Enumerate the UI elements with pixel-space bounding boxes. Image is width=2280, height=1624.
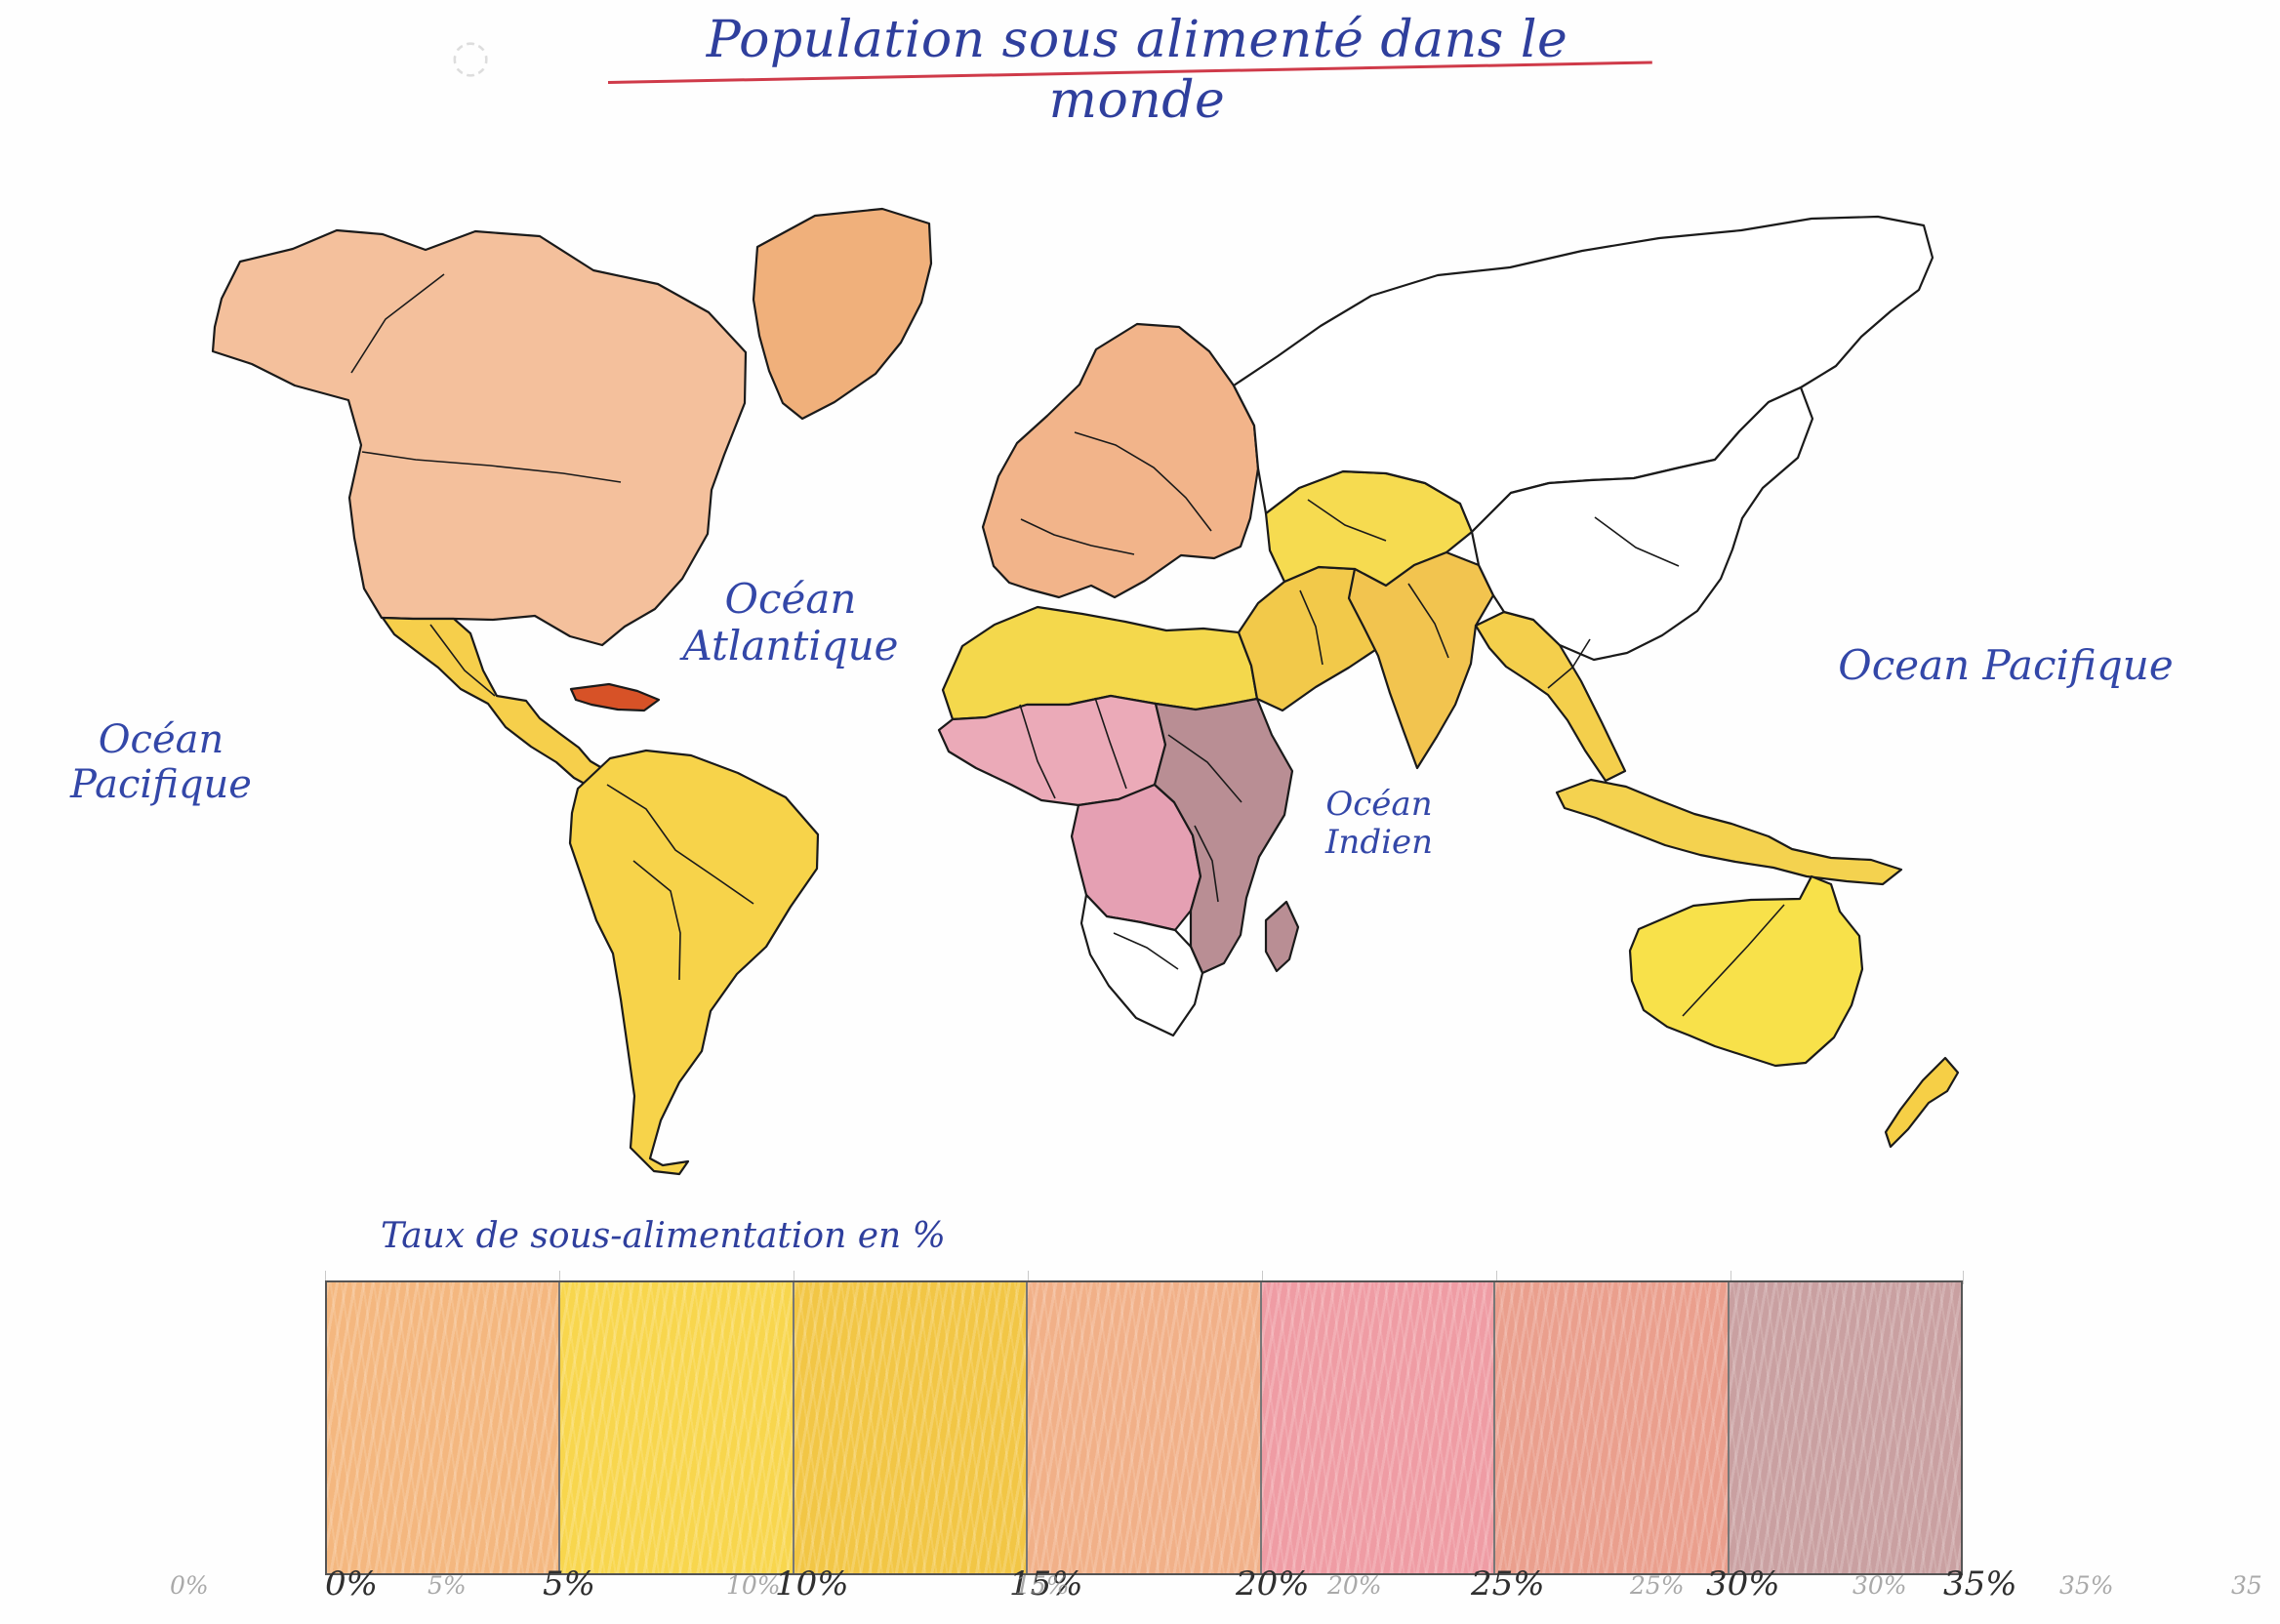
scratch-label: 30% <box>1852 1571 1907 1600</box>
label-ocean-atlantic-line1: Océan <box>724 575 857 623</box>
legend-tick-labels: 0% 5% 10% 15% 20% 25% 30% 35% 0% 5% 10% … <box>0 1564 2280 1623</box>
label-ocean-atlantic-line2: Atlantique <box>682 622 899 670</box>
region-north-america <box>211 228 748 647</box>
erased-pencil-text: ◌ <box>451 29 491 82</box>
region-south-america <box>568 749 820 1176</box>
legend-guide-tick <box>1730 1271 1731 1284</box>
region-madagascar <box>1264 900 1300 973</box>
scratch-label: 5% <box>428 1571 467 1600</box>
label-ocean-atlantic: Océan Atlantique <box>673 575 908 670</box>
region-indonesia <box>1555 778 1903 886</box>
map-title: Population sous alimenté dans le monde <box>706 11 1568 131</box>
label-ocean-indian: Océan Indien <box>1286 785 1472 863</box>
legend-title: Taux de sous-alimentation en % <box>381 1216 946 1256</box>
label-ocean-indian-line2: Indien <box>1325 823 1433 863</box>
region-southern-africa <box>1079 893 1204 1037</box>
region-east-africa <box>1153 697 1294 975</box>
legend-tick-0: 0% <box>325 1564 378 1604</box>
legend-tick-30: 30% <box>1706 1564 1780 1604</box>
legend-swatch-5-10 <box>560 1282 794 1573</box>
legend-color-scale <box>325 1280 1963 1575</box>
scratch-label: 0% <box>170 1571 209 1600</box>
label-ocean-pacific-left-line2: Pacifique <box>70 762 252 807</box>
legend-guide-tick <box>1496 1271 1497 1284</box>
scratch-label: 25% <box>1630 1571 1685 1600</box>
legend-guide-tick <box>325 1271 326 1284</box>
legend-swatch-25-30 <box>1495 1282 1730 1573</box>
region-china <box>1470 386 1814 662</box>
label-ocean-pacific-right: Ocean Pacifique <box>1838 641 2174 689</box>
region-central-america <box>381 616 620 792</box>
legend-tick-25: 25% <box>1471 1564 1545 1604</box>
region-new-zealand <box>1884 1056 1960 1149</box>
legend-tick-15: 15% <box>1009 1564 1083 1604</box>
legend-tick-20: 20% <box>1236 1564 1310 1604</box>
region-greenland <box>752 207 933 421</box>
scratch-label: 35 <box>2231 1571 2262 1600</box>
scratch-label: 20% <box>1327 1571 1382 1600</box>
legend-swatch-15-20 <box>1028 1282 1262 1573</box>
legend-swatch-10-15 <box>794 1282 1029 1573</box>
region-caribbean <box>569 682 661 712</box>
scratch-label: 35% <box>2059 1571 2114 1600</box>
legend-swatch-20-25 <box>1261 1282 1496 1573</box>
legend-swatch-0-5 <box>327 1282 561 1573</box>
scratch-label: 15% <box>1015 1571 1070 1600</box>
scratch-label: 10% <box>726 1571 781 1600</box>
legend-swatch-30-35 <box>1729 1282 1961 1573</box>
region-europe <box>981 322 1260 599</box>
legend-tick-5: 5% <box>543 1564 595 1604</box>
region-australia <box>1628 874 1864 1068</box>
legend-tick-10: 10% <box>775 1564 849 1604</box>
map-country-borders <box>350 273 1785 1017</box>
legend-guide-tick <box>1262 1271 1263 1284</box>
label-ocean-indian-line1: Océan <box>1325 785 1433 824</box>
region-south-asia <box>1347 550 1495 770</box>
label-ocean-pacific-left: Océan Pacifique <box>39 717 283 807</box>
label-ocean-pacific-left-line1: Océan <box>98 717 224 762</box>
legend-tick-35: 35% <box>1943 1564 2017 1604</box>
legend-guide-tick <box>1028 1271 1029 1284</box>
legend-guide-tick <box>1963 1271 1964 1284</box>
legend-guide-tick <box>559 1271 560 1284</box>
